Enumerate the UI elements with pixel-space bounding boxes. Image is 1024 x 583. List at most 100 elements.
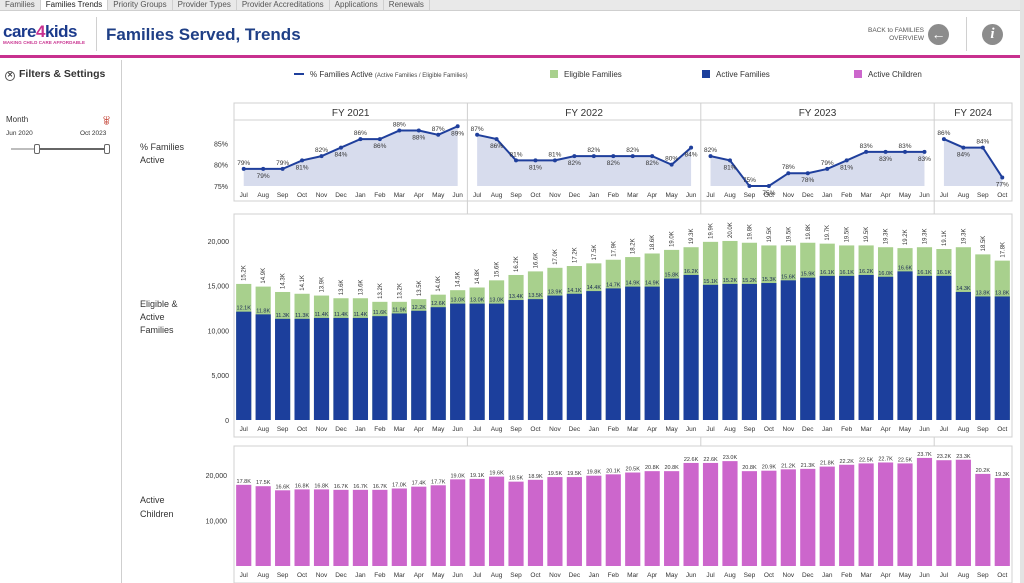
children-data-label: 16.8K	[314, 483, 329, 489]
active-data-label: 11.4K	[315, 312, 329, 318]
tab-priority-groups[interactable]: Priority Groups	[108, 0, 173, 10]
children-bar	[391, 488, 407, 566]
month-tick: Oct	[530, 426, 540, 433]
children-data-label: 20.8K	[664, 465, 679, 471]
row-label-families: Eligible &	[140, 299, 178, 309]
month-tick: Jul	[240, 426, 249, 433]
legend-children: Active Children	[854, 70, 922, 79]
children-bar	[430, 485, 446, 566]
close-icon[interactable]: ✕	[5, 71, 15, 81]
eligible-data-label: 19.7K	[825, 225, 831, 241]
active-bar	[508, 300, 524, 420]
children-data-label: 18.9K	[528, 474, 543, 480]
pct-data-label: 84%	[334, 152, 347, 159]
legend-active-label: Active Families	[716, 70, 770, 79]
pct-point	[844, 158, 849, 163]
active-data-label: 13.0K	[470, 298, 485, 304]
children-bar	[916, 457, 933, 566]
pct-line-fy2	[476, 133, 692, 166]
active-bar	[294, 318, 310, 420]
tab-provider-accreditations[interactable]: Provider Accreditations	[237, 0, 330, 10]
slider-handle-end[interactable]	[104, 144, 110, 154]
active-data-label: 13.0K	[450, 298, 465, 304]
pct-data-label: 88%	[412, 135, 425, 142]
eligible-data-label: 14.0K	[436, 276, 442, 292]
pct-data-label: 77%	[996, 181, 1009, 188]
children-data-label: 23.3K	[956, 454, 971, 460]
eligible-data-label: 19.3K	[961, 229, 967, 245]
back-to-overview-link[interactable]: BACK to FAMILIES OVERVIEW	[850, 27, 924, 43]
month-tick: Nov	[783, 572, 795, 579]
active-data-label: 13.9K	[548, 290, 563, 296]
children-bar	[936, 460, 952, 566]
children-chart-frame	[233, 445, 1013, 583]
active-data-label: 16.6K	[898, 265, 913, 271]
filters-toggle[interactable]: ✕ Filters & Settings	[5, 68, 105, 81]
eligible-data-label: 14.5K	[456, 272, 462, 288]
tab-families[interactable]: Families	[0, 0, 41, 10]
tab-applications[interactable]: Applications	[330, 0, 384, 10]
legend-active: Active Families	[702, 70, 770, 79]
families-ytick: 20,000	[208, 239, 230, 246]
active-bar	[275, 318, 291, 420]
eligible-data-label: 14.9K	[261, 268, 267, 284]
children-bar	[450, 479, 466, 566]
active-bar	[605, 288, 621, 420]
children-bar	[352, 489, 369, 566]
children-bar	[819, 466, 835, 566]
active-data-label: 15.9K	[801, 272, 816, 278]
eligible-data-label: 19.3K	[922, 229, 928, 245]
active-data-label: 15.1K	[703, 279, 718, 285]
month-tick: Nov	[549, 426, 561, 433]
month-tick: Apr	[881, 192, 892, 199]
logo-text-c: kids	[44, 22, 78, 41]
month-tick: Dec	[569, 426, 581, 433]
month-tick: Sep	[977, 192, 989, 199]
active-data-label: 12.6K	[431, 301, 446, 307]
month-tick: Aug	[724, 426, 736, 433]
children-data-label: 16.7K	[353, 484, 368, 490]
eligible-data-label: 14.1K	[300, 275, 306, 291]
header-accent-bar	[0, 55, 1020, 58]
month-tick: Dec	[335, 426, 347, 433]
funnel-icon[interactable]: ⯚	[103, 116, 111, 125]
tab-families-trends[interactable]: Families Trends	[40, 0, 109, 10]
active-data-label: 15.6K	[781, 274, 796, 280]
pct-point	[727, 158, 732, 163]
eligible-data-label: 17.0K	[553, 249, 559, 265]
arrow-left-icon[interactable]: ←	[928, 24, 949, 45]
month-tick: Aug	[958, 572, 970, 579]
row-label-pct-2: Active	[140, 155, 165, 165]
children-data-label: 22.6K	[703, 457, 718, 463]
children-data-label: 17.7K	[431, 479, 446, 485]
fiscal-year-header: FY 2022	[565, 108, 603, 119]
families-ytick: 0	[225, 418, 229, 425]
slider-handle-start[interactable]	[34, 144, 40, 154]
children-data-label: 21.2K	[781, 463, 796, 469]
active-bar	[372, 316, 388, 420]
month-tick: Aug	[491, 572, 503, 579]
active-bar	[644, 286, 660, 420]
tab-provider-types[interactable]: Provider Types	[173, 0, 237, 10]
active-bar	[313, 317, 330, 420]
month-tick: May	[432, 426, 445, 433]
children-bar	[372, 489, 388, 566]
month-tick: Feb	[608, 192, 620, 199]
scrollbar[interactable]	[1020, 0, 1024, 583]
children-bar	[411, 486, 427, 566]
active-data-label: 15.2K	[742, 278, 757, 284]
eligible-data-label: 13.5K	[417, 280, 423, 296]
active-data-label: 13.8K	[976, 290, 991, 296]
month-tick: Dec	[335, 572, 347, 579]
month-tick: Feb	[841, 426, 853, 433]
active-data-label: 14.3K	[956, 286, 971, 292]
info-icon[interactable]: i	[982, 24, 1003, 45]
children-data-label: 20.8K	[645, 465, 660, 471]
pct-data-label: 84%	[685, 152, 698, 159]
tab-renewals[interactable]: Renewals	[384, 0, 430, 10]
pct-data-label: 81%	[723, 164, 736, 171]
month-tick: Oct	[297, 192, 307, 199]
active-data-label: 16.1K	[917, 270, 932, 276]
pct-point	[766, 184, 771, 188]
legend-eligible-label: Eligible Families	[564, 70, 622, 79]
